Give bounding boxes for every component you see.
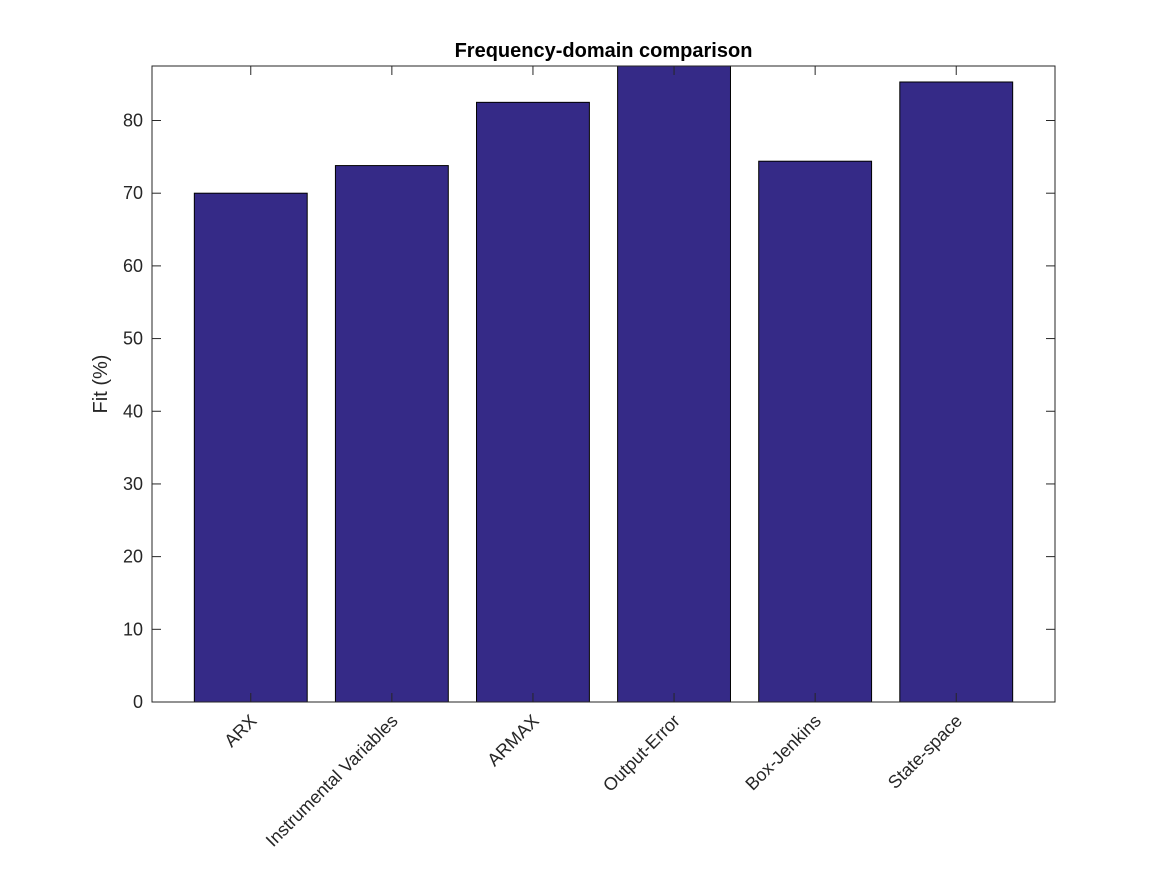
bar-output-error [617, 65, 731, 703]
x-tick-label: Instrumental Variables [262, 711, 402, 851]
y-tick-label: 80 [123, 111, 143, 131]
bar-instrumental-variables [334, 165, 449, 703]
y-tick-label: 0 [133, 692, 143, 712]
bars-layer [193, 65, 1014, 703]
y-axis-label: Fit (%) [90, 355, 112, 414]
axes-box [151, 65, 1056, 703]
x-tick-label: State-space [884, 711, 966, 793]
chart-title: Frequency-domain comparison [455, 40, 753, 62]
y-tick-label: 40 [123, 401, 143, 421]
x-tick-label: Box-Jenkins [741, 711, 824, 794]
bar-armax [476, 101, 590, 703]
y-tick-label: 70 [123, 183, 143, 203]
y-tick-label: 60 [123, 256, 143, 276]
bar-state-space [899, 81, 1014, 703]
bar-arx [193, 192, 308, 703]
x-tick-label: ARMAX [483, 711, 542, 770]
bar-box-jenkins [758, 160, 873, 703]
x-tick-label: Output-Error [599, 711, 684, 796]
x-tick-label: ARX [220, 711, 260, 751]
y-tick-label: 20 [123, 547, 143, 567]
y-tick-label: 10 [123, 619, 143, 639]
y-tick-label: 50 [123, 329, 143, 349]
y-tick-label: 30 [123, 474, 143, 494]
